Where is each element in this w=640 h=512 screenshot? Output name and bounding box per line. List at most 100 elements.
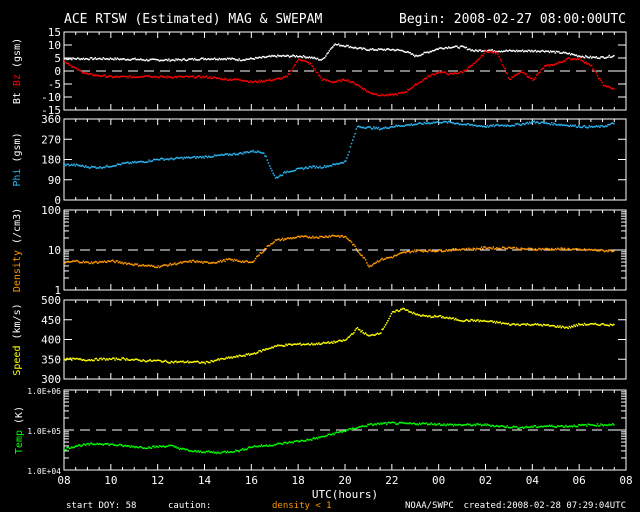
data-point bbox=[496, 51, 498, 54]
data-point bbox=[352, 333, 354, 335]
data-point bbox=[129, 75, 132, 77]
data-point bbox=[133, 76, 135, 78]
data-point bbox=[182, 360, 184, 362]
data-point bbox=[350, 333, 353, 335]
data-point bbox=[393, 48, 395, 51]
data-point bbox=[188, 260, 190, 263]
data-point bbox=[473, 423, 476, 426]
data-point bbox=[577, 55, 580, 57]
data-point bbox=[452, 122, 455, 124]
data-point bbox=[381, 257, 383, 260]
data-point bbox=[182, 58, 184, 60]
data-point bbox=[293, 65, 295, 67]
data-point bbox=[282, 442, 285, 444]
data-point bbox=[504, 50, 506, 53]
data-point bbox=[511, 124, 513, 127]
data-point bbox=[410, 87, 413, 90]
data-point bbox=[597, 57, 600, 59]
data-point bbox=[411, 250, 414, 252]
data-point bbox=[271, 169, 273, 172]
data-point bbox=[200, 361, 203, 363]
data-point bbox=[493, 51, 496, 53]
data-point bbox=[540, 121, 543, 124]
x-tick-label: 22 bbox=[385, 474, 398, 487]
data-point bbox=[104, 359, 107, 361]
data-point bbox=[565, 124, 567, 127]
data-point bbox=[205, 75, 208, 78]
data-point bbox=[451, 423, 454, 426]
data-point bbox=[405, 91, 408, 93]
data-point bbox=[90, 261, 93, 263]
data-point bbox=[521, 123, 524, 125]
data-point bbox=[150, 58, 153, 61]
data-point bbox=[199, 155, 202, 158]
data-point bbox=[345, 79, 347, 82]
data-point bbox=[403, 307, 406, 310]
data-point bbox=[374, 334, 376, 336]
data-point bbox=[366, 262, 368, 264]
data-point bbox=[224, 153, 226, 155]
data-point bbox=[595, 72, 598, 74]
data-point bbox=[81, 71, 84, 74]
data-point bbox=[241, 59, 244, 61]
data-point bbox=[108, 58, 110, 61]
data-point bbox=[120, 75, 122, 78]
data-point bbox=[223, 258, 225, 261]
data-point bbox=[171, 77, 174, 79]
data-point bbox=[149, 58, 151, 61]
data-point bbox=[431, 250, 434, 253]
data-point bbox=[67, 260, 70, 263]
data-point bbox=[364, 259, 367, 261]
data-point bbox=[535, 74, 538, 76]
data-point bbox=[292, 442, 294, 444]
data-point bbox=[196, 155, 198, 158]
data-point bbox=[388, 127, 390, 129]
data-point bbox=[533, 425, 536, 427]
data-point bbox=[227, 58, 230, 60]
data-point bbox=[101, 58, 103, 61]
data-point bbox=[73, 260, 75, 262]
data-point bbox=[82, 57, 85, 60]
data-point bbox=[151, 76, 154, 78]
data-point bbox=[192, 75, 195, 77]
data-point bbox=[531, 247, 533, 250]
data-point bbox=[90, 57, 93, 59]
data-point bbox=[362, 88, 365, 91]
data-point bbox=[68, 64, 71, 67]
data-point bbox=[121, 444, 123, 447]
data-point bbox=[479, 423, 482, 426]
data-point bbox=[204, 75, 206, 78]
data-point bbox=[491, 125, 493, 127]
data-point bbox=[500, 322, 503, 325]
data-point bbox=[282, 239, 285, 241]
data-point bbox=[256, 151, 258, 154]
data-point bbox=[152, 58, 155, 60]
data-point bbox=[226, 79, 229, 82]
data-point bbox=[225, 153, 228, 156]
data-point bbox=[546, 324, 548, 326]
data-point bbox=[479, 319, 482, 322]
data-point bbox=[306, 343, 308, 345]
data-point bbox=[289, 70, 292, 72]
data-point bbox=[519, 248, 521, 251]
x-tick-label: 04 bbox=[526, 474, 540, 487]
data-point bbox=[104, 58, 107, 61]
data-point bbox=[208, 77, 210, 79]
data-point bbox=[384, 126, 387, 128]
data-point bbox=[89, 359, 92, 362]
data-point bbox=[418, 81, 421, 84]
data-point bbox=[526, 50, 528, 53]
data-point bbox=[361, 254, 363, 257]
data-point bbox=[487, 320, 490, 323]
data-point bbox=[75, 259, 78, 262]
data-point bbox=[337, 235, 340, 237]
data-point bbox=[199, 58, 202, 60]
data-point bbox=[565, 51, 567, 54]
data-point bbox=[316, 166, 319, 169]
data-point bbox=[428, 51, 430, 54]
data-point bbox=[538, 50, 540, 53]
data-point bbox=[349, 427, 352, 430]
data-point bbox=[497, 123, 499, 126]
data-point bbox=[354, 245, 356, 248]
